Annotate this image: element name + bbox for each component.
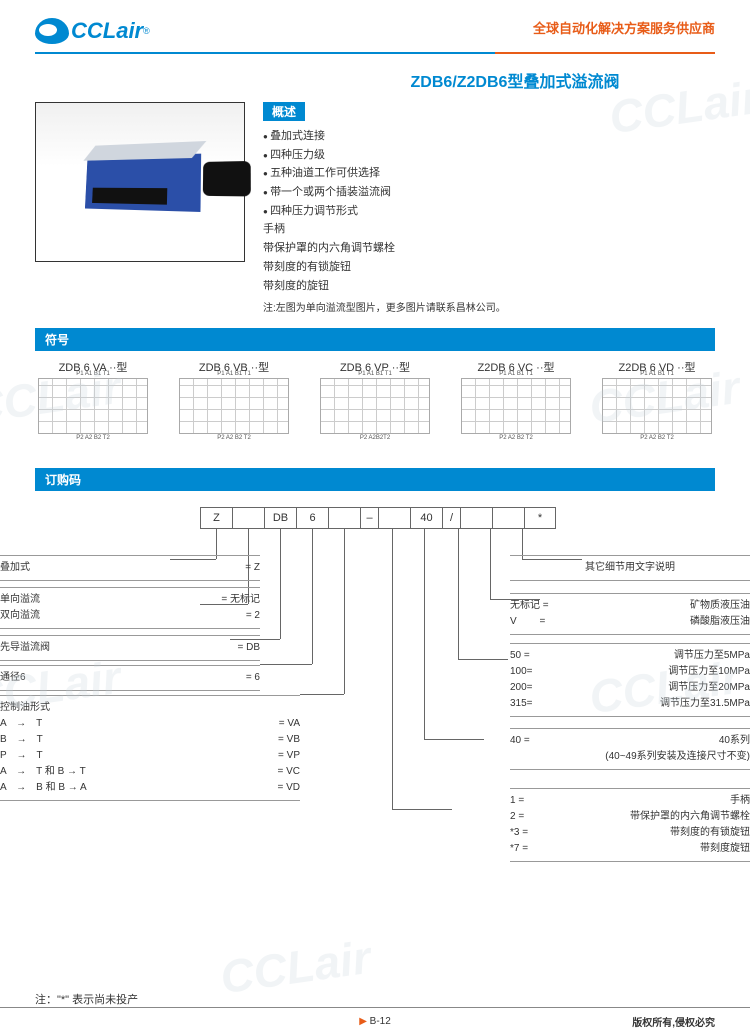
code-cell: [232, 507, 264, 529]
overview-item: 带保护罩的内六角调节螺栓: [263, 239, 715, 258]
ordering-heading: 订购码: [35, 468, 715, 491]
code-cell: –: [360, 507, 378, 529]
overview-item: 手柄: [263, 220, 715, 239]
code-cell: *: [524, 507, 556, 529]
symbols-row: ZDB 6 VA ··型 P1 A1 B1 T1 P2 A2 B2 T2 ZDB…: [0, 359, 750, 434]
overview-item: 带刻度的旋钮: [263, 277, 715, 296]
code-cell: DB: [264, 507, 296, 529]
ord-adjust: 1 =手柄 2 =带保护罩的内六角调节螺栓 *3 =带刻度的有锁旋钮 *7 =带…: [510, 784, 750, 866]
overview-block: 概述 叠加式连接 四种压力级 五种油道工作可供选择 带一个或两个插装溢流阀 四种…: [263, 102, 715, 314]
watermark: CCLair: [217, 930, 374, 1004]
intro-section: 概述 叠加式连接 四种压力级 五种油道工作可供选择 带一个或两个插装溢流阀 四种…: [0, 102, 750, 314]
symbol-diagram: P1 A1 B1 T1 P2 A2 B2 T2: [179, 378, 289, 434]
overview-item: 五种油道工作可供选择: [263, 164, 715, 183]
overview-list: 叠加式连接 四种压力级 五种油道工作可供选择 带一个或两个插装溢流阀 四种压力调…: [263, 127, 715, 295]
page-number: ▶ B-12: [359, 1016, 391, 1027]
ord-relief: 单向溢流= 无标记 双向溢流= 2: [0, 583, 260, 633]
overview-item: 带刻度的有锁旋钮: [263, 258, 715, 277]
ord-series: 40 =40系列 (40~49系列安装及连接尺寸不变): [510, 724, 750, 774]
page-title: ZDB6/Z2DB6型叠加式溢流阀: [280, 68, 750, 92]
overview-item: 四种压力级: [263, 146, 715, 165]
logo-text: CCLair: [71, 18, 143, 44]
header-rule: [35, 52, 715, 54]
page-footer: ▶ B-12 版权所有,侵权必究: [0, 1007, 750, 1035]
ord-fluid: 无标记 =矿物质液压油 V =磷酸脂液压油: [510, 589, 750, 639]
symbol-diagram: P1 A1 B1 T1 P2 A2 B2 T2: [602, 378, 712, 434]
code-cell: [492, 507, 524, 529]
registered-mark: ®: [143, 26, 150, 36]
code-cell: [378, 507, 410, 529]
symbol-diagram: P1 A1 B1 T1 P2 A2B2T2: [320, 378, 430, 434]
symbols-heading: 符号: [35, 328, 715, 351]
ordering-note: 注："*" 表示尚未投产: [35, 991, 138, 1007]
code-cells: Z DB 6 – 40 / *: [200, 507, 556, 529]
overview-item: 带一个或两个插装溢流阀: [263, 183, 715, 202]
overview-item: 四种压力调节形式: [263, 202, 715, 221]
ord-pilot: 先导溢流阀= DB: [0, 631, 260, 665]
code-cell: [460, 507, 492, 529]
ordering-diagram: Z DB 6 – 40 / * 叠加式= Z 单向溢流= 无标记 双向溢流= 2…: [0, 499, 750, 869]
logo-mark: [35, 18, 69, 44]
code-cell: 40: [410, 507, 442, 529]
code-cell: [328, 507, 360, 529]
symbol-item: ZDB 6 VP ··型 P1 A1 B1 T1 P2 A2B2T2: [320, 359, 430, 434]
symbol-item: Z2DB 6 VC ··型 P1 A1 B1 T1 P2 A2 B2 T2: [461, 359, 571, 434]
ord-size: 通径6= 6: [0, 661, 260, 695]
code-cell: Z: [200, 507, 232, 529]
ord-detail: 其它细节用文字说明: [510, 551, 750, 585]
overview-heading: 概述: [263, 102, 305, 121]
product-photo: [35, 102, 245, 262]
overview-item: 叠加式连接: [263, 127, 715, 146]
overview-note: 注:左图为单向溢流型图片，更多图片请联系昌林公司。: [263, 299, 715, 314]
ord-control: 控制油形式 A → T= VA B → T= VB P → T= VP A → …: [0, 691, 300, 805]
symbol-item: ZDB 6 VA ··型 P1 A1 B1 T1 P2 A2 B2 T2: [38, 359, 148, 434]
copyright: 版权所有,侵权必究: [632, 1014, 715, 1029]
page-header: CCLair ® 全球自动化解决方案服务供应商: [0, 0, 750, 50]
symbol-diagram: P1 A1 B1 T1 P2 A2 B2 T2: [461, 378, 571, 434]
symbol-item: Z2DB 6 VD ··型 P1 A1 B1 T1 P2 A2 B2 T2: [602, 359, 712, 434]
tagline: 全球自动化解决方案服务供应商: [533, 18, 715, 37]
ord-pressure: 50 =调节压力至5MPa 100=调节压力至10MPa 200=调节压力至20…: [510, 639, 750, 721]
ord-stack: 叠加式= Z: [0, 551, 260, 585]
code-cell: 6: [296, 507, 328, 529]
brand-logo: CCLair ®: [35, 18, 150, 44]
symbol-item: ZDB 6 VB ··型 P1 A1 B1 T1 P2 A2 B2 T2: [179, 359, 289, 434]
code-cell: /: [442, 507, 460, 529]
symbol-diagram: P1 A1 B1 T1 P2 A2 B2 T2: [38, 378, 148, 434]
